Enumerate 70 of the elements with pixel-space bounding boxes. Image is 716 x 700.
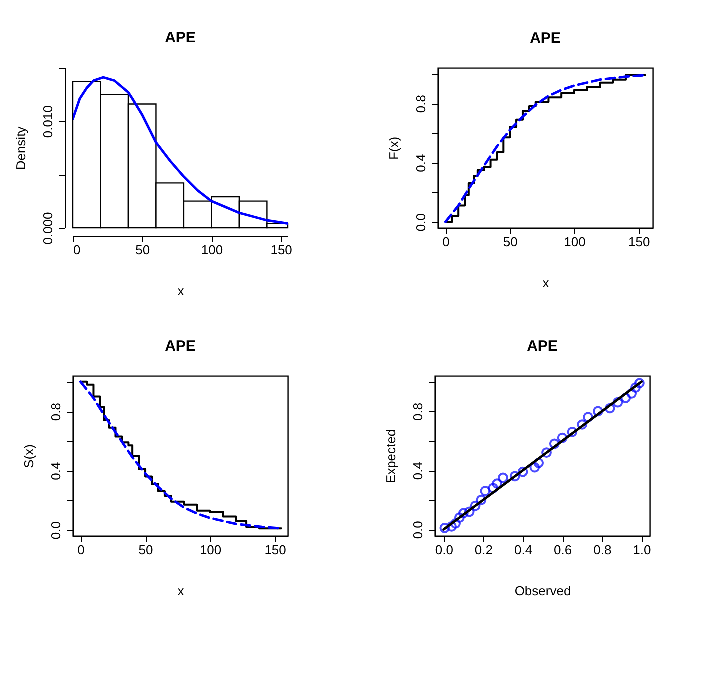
x-tick-label: 0.8 — [594, 542, 612, 558]
x-axis-title: x — [542, 276, 550, 290]
point — [583, 412, 594, 423]
point — [446, 522, 457, 532]
point — [458, 508, 469, 519]
x-axis-title: Observed — [514, 584, 572, 598]
point — [604, 403, 616, 414]
x-tick-label: 0.0 — [435, 542, 454, 558]
point — [518, 466, 528, 478]
x-axis-title: x — [178, 584, 185, 598]
chart-title: APE — [527, 338, 558, 355]
point — [577, 420, 588, 430]
chart-title: APE — [530, 30, 561, 47]
y-tick-label: 0.8 — [48, 403, 64, 422]
x-tick-label: 100 — [564, 234, 586, 250]
y-tick-label: 0.8 — [410, 402, 426, 421]
x-tick-label: 150 — [270, 242, 292, 258]
y-axis-title: S(x) — [22, 444, 36, 468]
x-tick-label: 150 — [264, 542, 286, 558]
point — [557, 432, 568, 444]
x-tick-label: 0 — [78, 542, 85, 558]
x-tick-label: 50 — [503, 234, 518, 250]
point — [620, 392, 632, 404]
point — [492, 478, 502, 490]
y-tick-label: 0.0 — [410, 521, 426, 540]
point — [612, 397, 624, 408]
point — [534, 458, 544, 468]
y-tick-label: 0.0 — [414, 214, 428, 232]
x-tick-label: 0 — [74, 242, 81, 258]
point — [542, 448, 552, 458]
y-tick-label: 0.4 — [414, 154, 428, 172]
point — [498, 472, 508, 484]
point — [480, 486, 491, 496]
x-tick-label: 150 — [628, 234, 650, 250]
x-tick-label: 50 — [136, 242, 150, 258]
x-tick-label: 100 — [200, 542, 222, 558]
y-tick-label: 0.4 — [410, 462, 426, 480]
point — [488, 483, 499, 494]
point — [510, 471, 520, 482]
y-axis-title: Density — [14, 126, 28, 170]
point — [464, 506, 475, 518]
y-tick-label: 0.8 — [414, 95, 428, 114]
x-tick-label: 50 — [138, 542, 154, 558]
chart-title: APE — [165, 30, 196, 46]
y-tick-label: 0.0 — [48, 522, 64, 540]
x-tick-label: 1.0 — [633, 542, 652, 558]
point — [567, 426, 578, 438]
point — [470, 500, 481, 512]
x-axis-title: x — [178, 284, 185, 298]
point — [630, 382, 641, 393]
point — [454, 512, 465, 524]
point — [634, 378, 645, 389]
point — [440, 522, 450, 534]
point — [476, 494, 487, 506]
x-tick-label: 0 — [442, 234, 450, 250]
chart-title: APE — [165, 338, 196, 355]
x-tick-label: 0.2 — [474, 542, 493, 558]
y-axis-title: Expected — [384, 429, 398, 484]
y-tick-label: 0.010 — [40, 106, 56, 138]
x-tick-label: 0.4 — [514, 542, 533, 558]
y-tick-label: 0.4 — [48, 462, 64, 480]
x-tick-label: 0.6 — [554, 542, 572, 558]
y-tick-label: 0.000 — [40, 212, 56, 245]
point — [450, 518, 461, 529]
point — [530, 462, 540, 473]
point — [592, 406, 604, 417]
point — [626, 388, 637, 399]
y-axis-title: F(x) — [386, 136, 402, 160]
point — [549, 438, 560, 450]
x-tick-label: 100 — [201, 242, 224, 258]
